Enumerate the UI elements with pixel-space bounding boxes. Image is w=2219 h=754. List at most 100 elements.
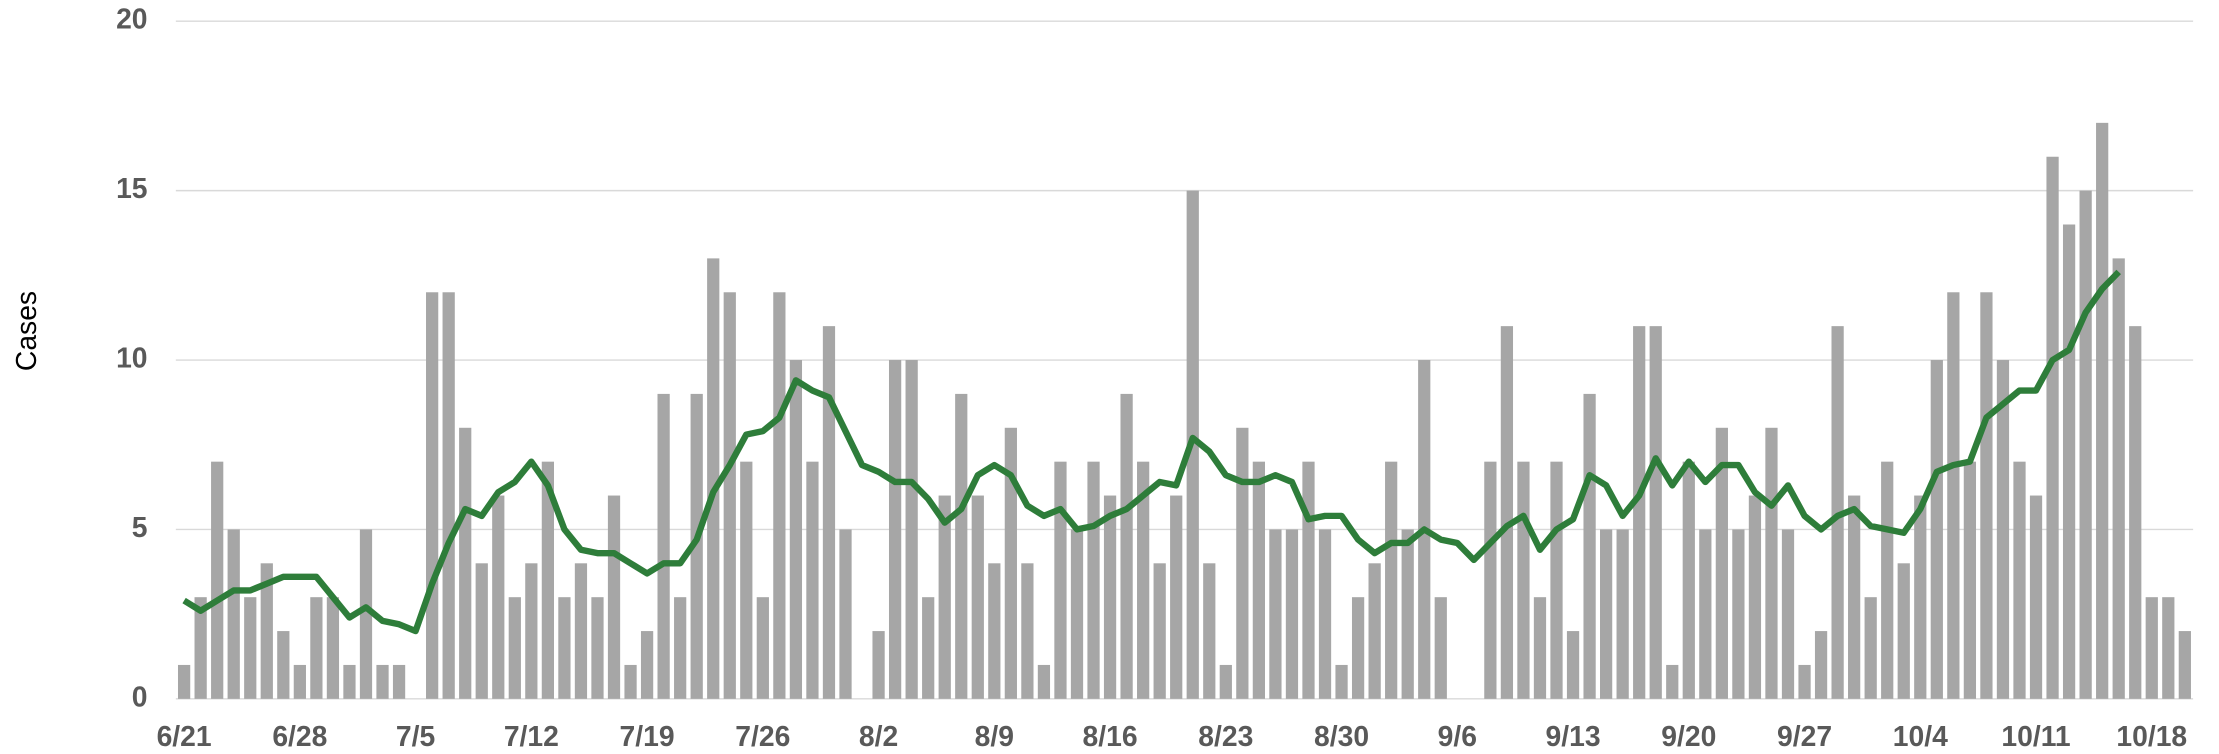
- bar: [1401, 529, 1414, 699]
- y-tick-label: 10: [116, 341, 147, 373]
- bar: [1153, 563, 1166, 699]
- bar: [872, 631, 885, 699]
- x-tick-label: 7/19: [620, 720, 675, 752]
- bar: [1748, 495, 1762, 699]
- bar: [2145, 597, 2158, 699]
- bar: [1103, 495, 1117, 699]
- bar: [1947, 292, 1960, 699]
- bar: [988, 563, 1001, 699]
- bar: [1385, 461, 1398, 699]
- bar: [1980, 292, 1993, 699]
- bar: [1682, 461, 1695, 699]
- bar: [1335, 664, 1348, 699]
- bar: [1219, 664, 1232, 699]
- bar: [1996, 360, 2010, 699]
- bar: [1236, 427, 1249, 699]
- bar: [525, 563, 538, 699]
- bar: [1633, 326, 1646, 699]
- bar: [2079, 190, 2092, 699]
- x-tick-label: 10/4: [1893, 720, 1948, 752]
- bar: [707, 258, 720, 699]
- x-tick-label: 9/20: [1661, 720, 1716, 752]
- bar: [244, 597, 257, 699]
- bar: [1137, 461, 1150, 699]
- bar: [756, 597, 769, 699]
- y-tick-label: 5: [132, 511, 148, 543]
- bar: [1285, 529, 1299, 699]
- bar: [392, 664, 406, 699]
- bar: [640, 631, 654, 699]
- bar: [905, 360, 918, 699]
- bar: [1070, 529, 1084, 699]
- bar: [376, 664, 389, 699]
- bar: [1814, 631, 1828, 699]
- bar: [442, 292, 455, 699]
- bar: [773, 292, 786, 699]
- bar: [260, 563, 273, 699]
- bar: [839, 529, 852, 699]
- bar: [177, 664, 191, 699]
- bar: [1864, 597, 1877, 699]
- bar: [1699, 529, 1712, 699]
- bar: [822, 326, 836, 699]
- x-tick-label: 9/6: [1438, 720, 1477, 752]
- bar: [1765, 427, 1778, 699]
- bar: [1351, 597, 1365, 699]
- bar: [657, 393, 670, 699]
- bar: [1963, 461, 1977, 699]
- bar: [426, 292, 439, 699]
- bar: [211, 461, 224, 699]
- bar: [1583, 393, 1596, 699]
- bar: [624, 664, 637, 699]
- bar: [1566, 631, 1580, 699]
- bar: [1170, 495, 1183, 699]
- bar: [293, 664, 306, 699]
- bar: [1848, 495, 1861, 699]
- bar: [740, 461, 753, 699]
- bar: [326, 597, 340, 699]
- bar: [1930, 360, 1943, 699]
- bar: [591, 597, 604, 699]
- x-tick-label: 9/13: [1546, 720, 1601, 752]
- bar: [690, 393, 703, 699]
- bar: [459, 427, 472, 699]
- bar: [492, 495, 505, 699]
- x-tick-label: 10/11: [2001, 720, 2070, 752]
- bar: [2046, 156, 2059, 699]
- bar: [2112, 258, 2125, 699]
- bar: [277, 631, 290, 699]
- x-tick-label: 6/28: [272, 720, 327, 752]
- bar: [1434, 597, 1447, 699]
- bar: [1484, 461, 1497, 699]
- bar: [558, 597, 571, 699]
- bar: [1781, 529, 1795, 699]
- bar: [1004, 427, 1017, 699]
- bar: [1798, 664, 1811, 699]
- bar: [1500, 326, 1514, 699]
- bar: [1897, 563, 1910, 699]
- x-tick-label: 7/5: [396, 720, 435, 752]
- bar: [888, 360, 902, 699]
- bar: [2096, 122, 2109, 699]
- x-tick-label: 7/12: [504, 720, 559, 752]
- bar: [1649, 326, 1662, 699]
- bar: [1203, 563, 1216, 699]
- bar: [1550, 461, 1563, 699]
- y-tick-label: 15: [116, 172, 147, 204]
- bar: [1054, 461, 1067, 699]
- bar: [1318, 529, 1332, 699]
- bar: [475, 563, 488, 699]
- bar: [343, 664, 356, 699]
- bar: [2013, 461, 2026, 699]
- bar: [971, 495, 984, 699]
- bar: [1715, 427, 1728, 699]
- bar: [1368, 563, 1381, 699]
- bar: [1914, 495, 1927, 699]
- bar: [1269, 529, 1282, 699]
- trend-line: [182, 269, 2121, 635]
- bar: [1881, 461, 1894, 699]
- bar: [1037, 664, 1051, 699]
- x-tick-label: 8/9: [975, 720, 1014, 752]
- bar: [789, 360, 803, 699]
- x-tick-label: 8/23: [1198, 720, 1253, 752]
